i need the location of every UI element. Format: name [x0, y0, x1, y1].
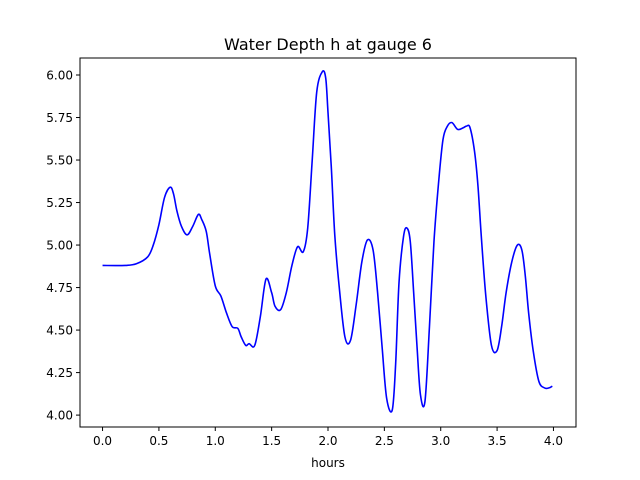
x-tick-label: 4.0	[544, 434, 563, 448]
x-tick-label: 2.0	[318, 434, 337, 448]
chart-title: Water Depth h at gauge 6	[224, 35, 432, 54]
y-tick-label: 5.75	[46, 111, 73, 125]
series-line-0	[102, 69, 553, 413]
y-tick-label: 4.25	[46, 366, 73, 380]
y-tick-label: 4.00	[46, 409, 73, 423]
y-tick-label: 5.25	[46, 196, 73, 210]
x-tick-label: 1.0	[206, 434, 225, 448]
x-axis-label: hours	[311, 456, 345, 470]
y-tick-label: 6.00	[46, 69, 73, 83]
x-tick-label: 2.5	[375, 434, 394, 448]
x-tick-label: 3.0	[431, 434, 450, 448]
y-tick-label: 4.75	[46, 281, 73, 295]
y-tick-label: 4.50	[46, 324, 73, 338]
x-axis-ticks: 0.0 0.5 1.0 1.5 2.0 2.5 3.0 3.5 4.0	[93, 427, 563, 448]
x-tick-label: 0.0	[93, 434, 112, 448]
x-tick-label: 1.5	[262, 434, 281, 448]
series-layer	[102, 69, 553, 413]
y-tick-label: 5.00	[46, 239, 73, 253]
y-tick-label: 5.50	[46, 154, 73, 168]
x-tick-label: 0.5	[149, 434, 168, 448]
y-axis-ticks: 4.00 4.25 4.50 4.75 5.00 5.25 5.50 5.75 6.00	[46, 69, 80, 423]
x-tick-label: 3.5	[488, 434, 507, 448]
